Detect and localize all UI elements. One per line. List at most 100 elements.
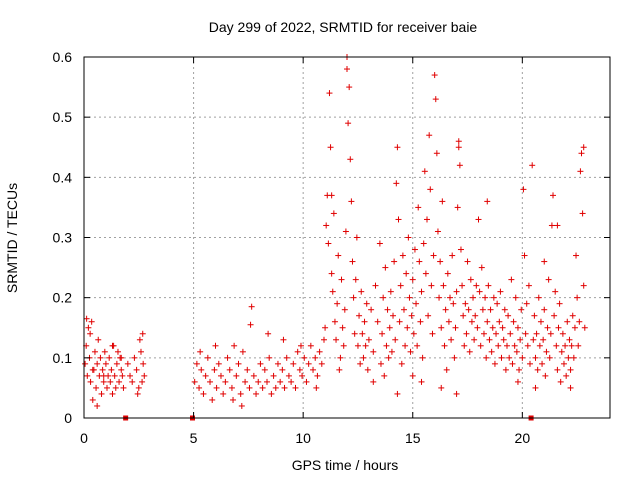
data-point bbox=[433, 150, 440, 157]
data-point bbox=[379, 330, 386, 337]
data-point bbox=[209, 396, 216, 403]
data-point bbox=[462, 300, 469, 307]
data-point bbox=[95, 336, 102, 343]
data-point bbox=[320, 336, 327, 343]
data-point bbox=[191, 378, 198, 385]
data-point bbox=[226, 366, 233, 373]
data-point bbox=[577, 168, 584, 175]
data-point bbox=[106, 354, 113, 361]
data-point bbox=[91, 348, 98, 355]
data-point bbox=[580, 144, 587, 151]
data-point bbox=[394, 144, 401, 151]
data-point bbox=[87, 330, 94, 337]
data-point bbox=[432, 96, 439, 103]
data-point bbox=[353, 234, 360, 241]
data-point bbox=[451, 354, 458, 361]
data-point bbox=[104, 384, 111, 391]
data-point bbox=[516, 366, 523, 373]
data-point bbox=[217, 372, 224, 379]
data-point bbox=[486, 336, 493, 343]
data-point bbox=[535, 294, 542, 301]
data-point bbox=[312, 354, 319, 361]
data-point bbox=[421, 168, 428, 175]
data-point bbox=[372, 282, 379, 289]
data-point bbox=[570, 354, 577, 361]
data-point bbox=[490, 294, 497, 301]
data-point bbox=[419, 354, 426, 361]
data-point bbox=[129, 378, 136, 385]
data-points bbox=[82, 54, 588, 409]
data-point bbox=[566, 336, 573, 343]
data-point bbox=[135, 384, 142, 391]
data-point bbox=[476, 288, 483, 295]
data-point bbox=[418, 378, 425, 385]
data-point bbox=[336, 366, 343, 373]
data-point bbox=[442, 306, 449, 313]
data-point bbox=[491, 360, 498, 367]
data-point bbox=[414, 342, 421, 349]
data-point bbox=[259, 384, 266, 391]
data-point bbox=[301, 354, 308, 361]
data-point bbox=[102, 360, 109, 367]
data-point bbox=[294, 348, 301, 355]
data-point bbox=[568, 342, 575, 349]
data-point bbox=[427, 186, 434, 193]
data-point bbox=[347, 156, 354, 163]
data-point bbox=[461, 342, 468, 349]
data-point bbox=[274, 360, 281, 367]
data-point bbox=[360, 354, 367, 361]
data-point bbox=[333, 336, 340, 343]
data-point bbox=[567, 384, 574, 391]
data-point bbox=[141, 372, 148, 379]
data-point bbox=[440, 282, 447, 289]
data-point bbox=[483, 354, 490, 361]
data-point bbox=[569, 312, 576, 319]
y-tick-label: 0.4 bbox=[53, 169, 73, 185]
data-point bbox=[482, 294, 489, 301]
data-point bbox=[521, 252, 528, 259]
data-point bbox=[255, 378, 262, 385]
data-point bbox=[541, 258, 548, 265]
data-point bbox=[575, 342, 582, 349]
data-point bbox=[239, 348, 246, 355]
data-point bbox=[382, 264, 389, 271]
data-point bbox=[479, 306, 486, 313]
data-point bbox=[370, 348, 377, 355]
data-point bbox=[303, 378, 310, 385]
data-point bbox=[250, 372, 257, 379]
data-point bbox=[542, 372, 549, 379]
data-point bbox=[484, 198, 491, 205]
data-point bbox=[555, 324, 562, 331]
data-point bbox=[345, 120, 352, 127]
data-point bbox=[517, 336, 524, 343]
data-point bbox=[454, 204, 461, 211]
data-point bbox=[354, 342, 361, 349]
data-point bbox=[430, 252, 437, 259]
data-point bbox=[484, 318, 491, 325]
y-axis-label: SRMTID / TECUs bbox=[4, 183, 20, 293]
data-point bbox=[310, 366, 317, 373]
data-point bbox=[398, 360, 405, 367]
data-point bbox=[420, 240, 427, 247]
data-point bbox=[231, 342, 238, 349]
data-point bbox=[89, 366, 96, 373]
data-point bbox=[511, 342, 518, 349]
data-point bbox=[296, 366, 303, 373]
data-point bbox=[576, 318, 583, 325]
data-point bbox=[468, 318, 475, 325]
data-point bbox=[455, 144, 462, 151]
data-point bbox=[477, 342, 484, 349]
data-point bbox=[393, 180, 400, 187]
data-point bbox=[422, 270, 429, 277]
data-point bbox=[434, 228, 441, 235]
data-point bbox=[394, 390, 401, 397]
data-point bbox=[439, 198, 446, 205]
data-point bbox=[499, 324, 506, 331]
y-tick-label: 0.3 bbox=[53, 230, 73, 246]
data-point bbox=[82, 360, 89, 367]
data-point bbox=[266, 354, 273, 361]
data-point bbox=[346, 84, 353, 91]
data-point bbox=[364, 366, 371, 373]
data-point bbox=[220, 390, 227, 397]
data-point bbox=[410, 330, 417, 337]
